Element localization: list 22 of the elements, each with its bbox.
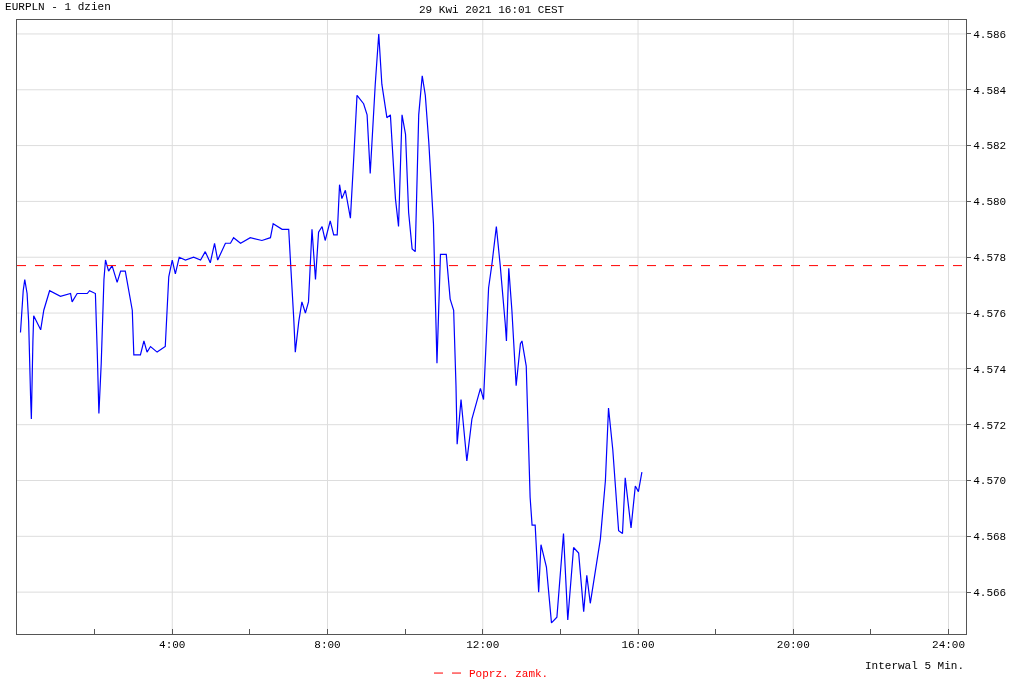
x-tick-label: 8:00	[314, 639, 341, 652]
x-tick-label: 16:00	[621, 639, 655, 652]
y-tick-label: 4.566	[973, 586, 1007, 599]
x-tick-label: 24:00	[932, 639, 966, 652]
x-tick-label: 12:00	[466, 639, 500, 652]
line-series	[19, 33, 643, 624]
legend-label: Poprz. zamk.	[469, 668, 549, 681]
y-tick-label: 4.572	[973, 419, 1007, 432]
y-tick-label: 4.576	[973, 307, 1007, 320]
y-tick-label: 4.578	[973, 252, 1007, 265]
x-tick-label: 4:00	[159, 639, 186, 652]
y-tick-label: 4.568	[973, 531, 1007, 544]
chart-title: EURPLN - 1 dzien	[5, 0, 111, 13]
y-tick-label: 4.582	[973, 140, 1007, 153]
y-tick-label: 4.574	[973, 363, 1007, 376]
y-tick-label: 4.570	[973, 475, 1007, 488]
chart-subtitle: 29 Kwi 2021 16:01 CEST	[419, 4, 565, 16]
x-tick-label: 20:00	[776, 639, 810, 652]
y-tick-label: 4.580	[973, 196, 1007, 209]
text: Interwal 5 Min.	[865, 660, 965, 672]
y-tick-label: 4.584	[973, 84, 1007, 97]
y-tick-label: 4.586	[973, 28, 1007, 41]
